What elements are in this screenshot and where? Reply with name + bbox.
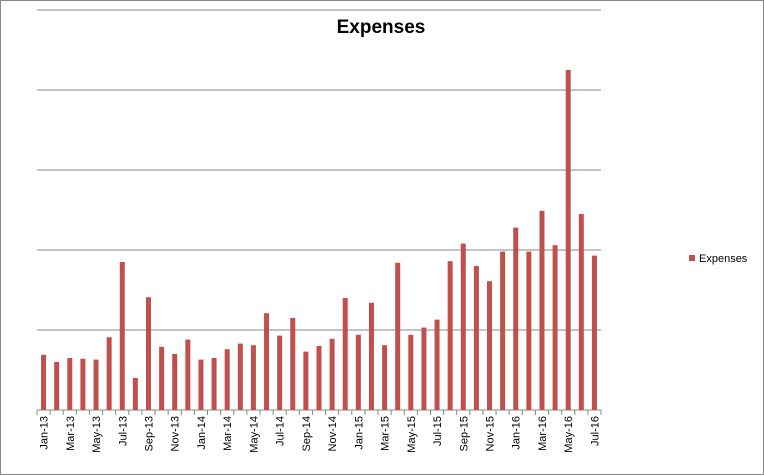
bar — [132, 378, 138, 410]
bar — [500, 251, 506, 410]
legend-swatch — [689, 255, 695, 261]
bar — [119, 262, 125, 410]
bar — [198, 359, 204, 410]
bar — [264, 313, 270, 410]
x-tick-label: Jul-14 — [275, 416, 287, 446]
x-tick-label: Sep-13 — [143, 416, 155, 451]
x-tick-label: May-16 — [563, 416, 575, 453]
bar — [172, 354, 178, 410]
bar — [316, 346, 322, 410]
x-tick-label: Jan-14 — [196, 416, 208, 450]
bar — [303, 351, 309, 410]
bar — [329, 338, 335, 410]
bar — [526, 251, 532, 410]
x-tick-label: Jan-15 — [353, 416, 365, 450]
x-tick-label: Nov-13 — [170, 416, 182, 451]
x-tick-label: May-15 — [406, 416, 418, 453]
x-tick-label: Nov-15 — [485, 416, 497, 451]
bar — [159, 346, 165, 410]
x-tick-label: Mar-13 — [65, 416, 77, 451]
bar — [67, 358, 73, 410]
bar — [473, 266, 479, 410]
x-tick-label: Sep-15 — [458, 416, 470, 451]
x-tick-label: Jul-16 — [589, 416, 601, 446]
x-tick-label: Nov-14 — [327, 416, 339, 451]
bar — [395, 262, 401, 410]
bar — [487, 281, 493, 410]
x-tick-label: Jan-16 — [511, 416, 523, 450]
x-tick-label: Jul-15 — [432, 416, 444, 446]
bar — [591, 255, 597, 410]
chart-title: Expenses — [337, 17, 426, 38]
bar — [342, 298, 348, 410]
bar — [211, 358, 217, 410]
bar — [421, 327, 427, 410]
bar — [277, 335, 283, 410]
bar — [539, 210, 545, 410]
legend-label: Expenses — [699, 253, 748, 265]
bar — [237, 343, 243, 410]
bar — [460, 243, 466, 410]
x-tick-label: Mar-16 — [537, 416, 549, 451]
bar — [290, 318, 296, 410]
bar — [565, 70, 571, 410]
bar — [552, 245, 558, 410]
bar — [250, 345, 256, 410]
bar — [80, 358, 86, 410]
bar — [41, 354, 47, 410]
bar — [145, 297, 151, 410]
x-tick-label: May-14 — [248, 416, 260, 453]
bar — [54, 362, 60, 410]
bar — [408, 334, 414, 410]
bar — [434, 319, 440, 410]
bar — [382, 345, 388, 410]
x-tick-label: May-13 — [91, 416, 103, 453]
bar — [368, 302, 374, 410]
x-tick-label: Mar-15 — [380, 416, 392, 451]
x-tick-label: Jul-13 — [117, 416, 129, 446]
bar — [106, 337, 112, 410]
x-tick-label: Jan-13 — [39, 416, 51, 450]
bar — [355, 334, 361, 410]
x-tick-label: Sep-14 — [301, 416, 313, 451]
bar — [513, 227, 519, 410]
bar — [578, 214, 584, 410]
bar — [93, 359, 99, 410]
bar — [185, 339, 191, 410]
x-tick-label: Mar-14 — [222, 416, 234, 451]
bar — [447, 261, 453, 410]
bar — [224, 349, 230, 410]
